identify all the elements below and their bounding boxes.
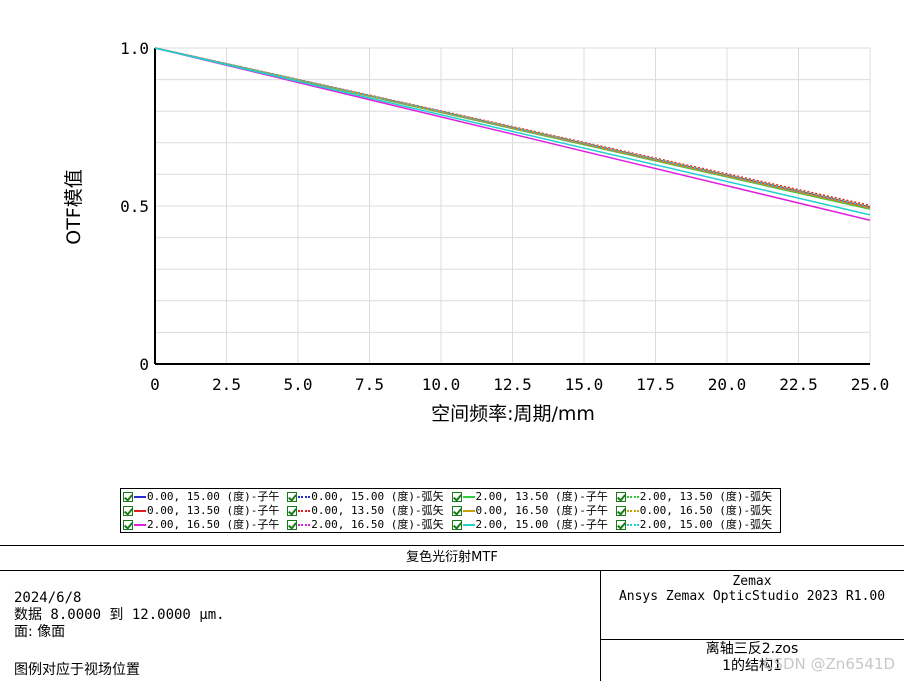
y-tick-labels: 0 0.5 1.0 <box>120 39 149 374</box>
series-line-11 <box>154 47 871 216</box>
legend-checkbox[interactable] <box>123 491 133 502</box>
legend-swatch <box>134 509 146 512</box>
x-tick-label: 5.0 <box>284 375 313 394</box>
legend-checkbox[interactable] <box>451 505 462 516</box>
info-configuration: 1的结构1 <box>722 658 782 674</box>
legend-swatch <box>298 509 311 512</box>
x-tick-label: 7.5 <box>355 375 384 394</box>
legend-label: 0.00, 16.50 (度)-子午 <box>475 504 608 517</box>
x-tick-label: 15.0 <box>565 375 604 394</box>
legend-label: 2.00, 15.00 (度)-子午 <box>475 518 608 531</box>
legend-checkbox[interactable] <box>451 491 462 502</box>
y-tick-label: 1.0 <box>120 39 149 58</box>
info-software: Zemax Ansys Zemax OpticStudio 2023 R1.00 <box>600 574 904 604</box>
y-tick-label: 0.5 <box>120 197 149 216</box>
x-tick-label: 10.0 <box>422 375 461 394</box>
legend-label: 2.00, 16.50 (度)-子午 <box>147 518 280 531</box>
info-legend-note: 图例对应于视场位置 <box>14 662 140 678</box>
legend-item: 2.00, 16.50 (度)-子午 <box>123 518 285 531</box>
legend-item: 0.00, 16.50 (度)-子午 <box>451 504 614 517</box>
legend-swatch <box>134 495 146 498</box>
info-filename: 离轴三反2.zos <box>705 641 799 657</box>
legend-item: 0.00, 13.50 (度)-弧矢 <box>287 504 449 517</box>
chart-legend: 0.00, 15.00 (度)-子午 0.00, 15.00 (度)-弧矢 2.00… <box>120 488 781 533</box>
legend-swatch <box>462 523 475 526</box>
legend-checkbox[interactable] <box>123 519 133 530</box>
chart-grid <box>154 47 871 364</box>
x-tick-label: 0 <box>150 375 160 394</box>
legend-checkbox[interactable] <box>287 505 298 516</box>
info-title: 复色光衍射MTF <box>0 546 904 571</box>
info-divider-vertical <box>600 571 601 681</box>
legend-swatch <box>298 495 311 498</box>
y-tick-label: 0 <box>139 355 149 374</box>
x-tick-label: 2.5 <box>212 375 241 394</box>
legend-swatch <box>134 523 146 526</box>
y-axis-label: OTF模值 <box>63 169 85 245</box>
legend-label: 2.00, 15.00 (度)-弧矢 <box>639 518 773 531</box>
x-tick-label: 22.5 <box>779 375 818 394</box>
info-vendor: Zemax <box>732 574 772 589</box>
info-details: 2024/6/8 数据 8.0000 到 12.0000 μm. 面: 像面 <box>14 590 225 641</box>
legend-label: 0.00, 16.50 (度)-弧矢 <box>639 504 773 517</box>
legend-item: 2.00, 13.50 (度)-子午 <box>451 490 614 503</box>
legend-checkbox[interactable] <box>451 519 462 530</box>
legend-item: 2.00, 13.50 (度)-弧矢 <box>615 490 778 503</box>
info-panel: 复色光衍射MTF 2024/6/8 数据 8.0000 到 12.0000 μm… <box>0 545 904 681</box>
series-line-9 <box>154 47 871 221</box>
legend-label: 0.00, 13.50 (度)-弧矢 <box>311 504 444 517</box>
chart-axes <box>154 48 870 365</box>
legend-checkbox[interactable] <box>287 491 298 502</box>
legend-item: 2.00, 16.50 (度)-弧矢 <box>287 518 449 531</box>
legend-item: 2.00, 15.00 (度)-子午 <box>451 518 614 531</box>
watermark: CSDN @Zn6541D <box>763 655 896 673</box>
x-tick-labels: 0 2.5 5.0 7.5 10.0 12.5 15.0 17.5 20.0 22.5 25.0 <box>150 375 889 394</box>
legend-label: 2.00, 13.50 (度)-子午 <box>475 490 608 503</box>
legend-label: 0.00, 13.50 (度)-子午 <box>147 504 280 517</box>
legend-label: 2.00, 13.50 (度)-弧矢 <box>639 490 773 503</box>
series-line-7 <box>154 47 871 209</box>
legend-label: 0.00, 15.00 (度)-弧矢 <box>311 490 444 503</box>
legend-checkbox[interactable] <box>615 519 626 530</box>
info-file: 离轴三反2.zos 1的结构1 <box>600 641 904 675</box>
legend-swatch <box>462 509 475 512</box>
legend-label: 0.00, 15.00 (度)-子午 <box>147 490 280 503</box>
legend-item: 2.00, 15.00 (度)-弧矢 <box>615 518 778 531</box>
legend-checkbox[interactable] <box>615 505 626 516</box>
x-tick-label: 12.5 <box>493 375 532 394</box>
legend-item: 0.00, 15.00 (度)-弧矢 <box>287 490 449 503</box>
x-tick-label: 25.0 <box>851 375 890 394</box>
legend-swatch <box>298 523 311 526</box>
chart-series <box>154 47 871 221</box>
info-divider-horizontal <box>600 639 904 640</box>
legend-checkbox[interactable] <box>287 519 298 530</box>
legend-checkbox[interactable] <box>615 491 626 502</box>
info-date: 2024/6/8 <box>14 590 82 606</box>
legend-swatch <box>462 495 475 498</box>
x-tick-label: 17.5 <box>636 375 675 394</box>
info-wavelength-range: 数据 8.0000 到 12.0000 μm. <box>14 607 225 623</box>
legend-swatch <box>626 495 639 498</box>
legend-checkbox[interactable] <box>123 505 133 516</box>
legend-item: 0.00, 16.50 (度)-弧矢 <box>615 504 778 517</box>
legend-item: 0.00, 15.00 (度)-子午 <box>123 490 285 503</box>
info-surface: 面: 像面 <box>14 624 66 640</box>
legend-swatch <box>626 523 639 526</box>
x-axis-label: 空间频率:周期/mm <box>431 403 595 425</box>
legend-swatch <box>626 509 639 512</box>
legend-label: 2.00, 16.50 (度)-弧矢 <box>311 518 444 531</box>
legend-item: 0.00, 13.50 (度)-子午 <box>123 504 285 517</box>
info-product: Ansys Zemax OpticStudio 2023 R1.00 <box>618 589 886 604</box>
mtf-chart: 0 2.5 5.0 7.5 10.0 12.5 15.0 17.5 20.0 22.5 25.0 0… <box>63 39 889 425</box>
x-tick-label: 20.0 <box>708 375 747 394</box>
